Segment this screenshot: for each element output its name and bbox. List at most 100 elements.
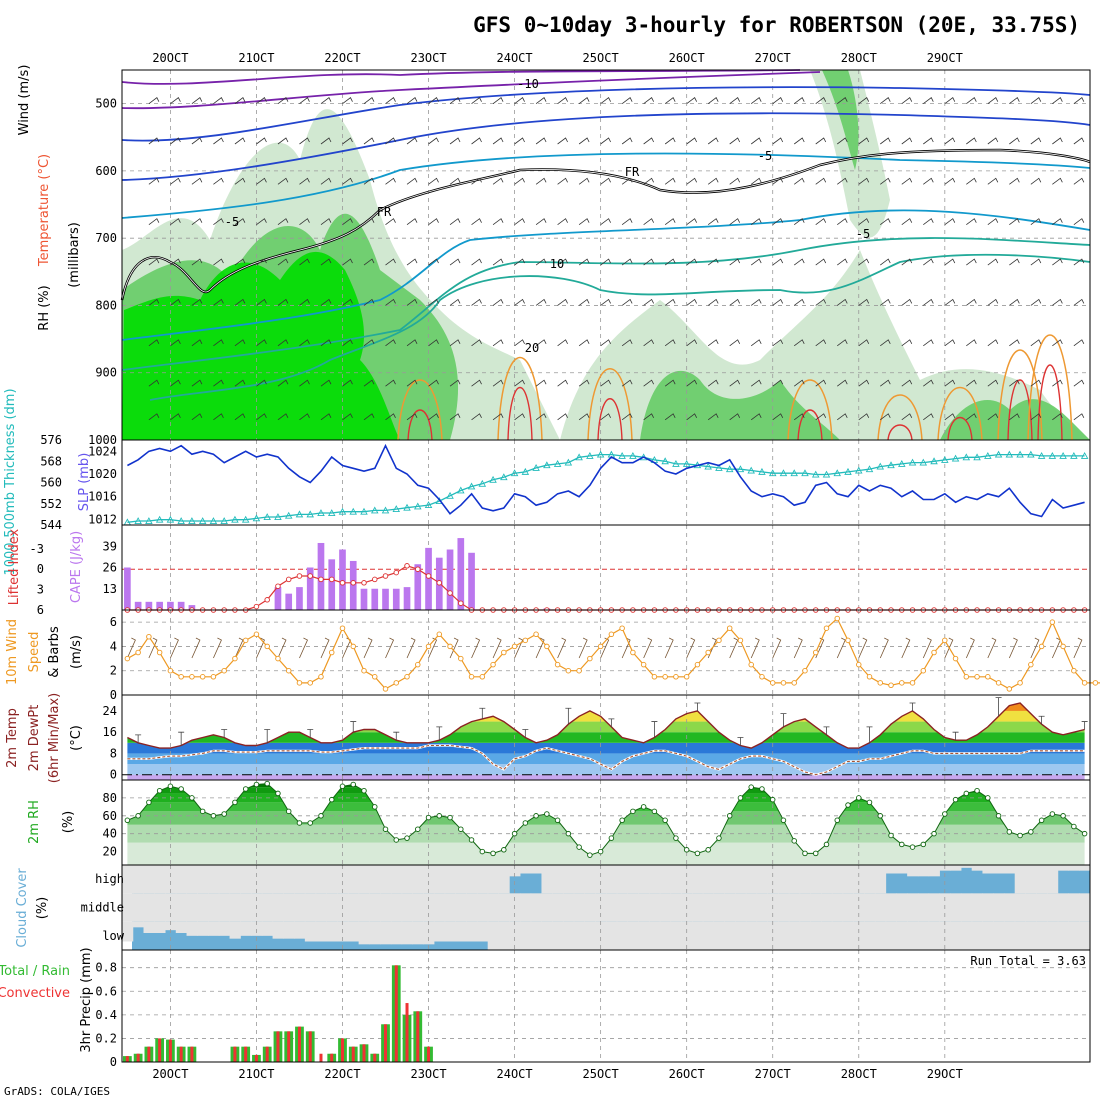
wind-barb [148,97,160,104]
wind-barb [621,177,633,185]
cloud-gap [337,865,349,894]
thickness-point [876,462,885,470]
wind-barb [987,298,999,306]
date-label-bottom: 28OCT [841,1067,877,1081]
cloud-gap [735,865,747,894]
y-tick-label: 576 [40,433,62,447]
wind-speed-point [372,674,378,680]
wind-barb-10m [148,637,158,659]
wind-barb-10m [1073,637,1083,659]
wind-barb-10m [643,637,653,659]
wind-barb [449,97,461,104]
wind-barb [557,339,568,347]
cloud-gap [692,921,704,950]
wind-barb [621,137,633,145]
wind-barb [191,177,203,185]
rh-point [1060,813,1066,819]
thickness-point [887,461,895,469]
wind-barb-10m [664,637,674,659]
temp-contour [121,152,1091,219]
wind-barb [664,413,676,421]
rh-point [490,850,496,857]
thickness-point [317,509,325,516]
wind-barb [923,413,934,421]
wind-barb [923,258,934,266]
precip-conv-bar [373,1053,377,1062]
wind-barb [148,298,160,306]
dewpt-line [127,744,1085,776]
cloud-gap [315,893,327,922]
cloud-gap [186,865,198,894]
wind-barb [535,177,547,185]
wind-barb [170,379,181,387]
cloud-gap [412,921,424,945]
thickness-point [209,517,218,524]
y-tick-label: 0.8 [95,961,117,975]
wind-barb [837,339,848,347]
y-tick-label: 20 [103,845,117,859]
wind-barb [837,177,848,185]
wind-barb [578,298,590,306]
y-tick-label: 0.4 [95,1008,117,1022]
wind-barb [923,339,934,347]
wind-barb [170,413,181,421]
wind-barb [1009,137,1020,145]
y-tick-label: 552 [40,497,62,511]
wind-barb [880,298,891,306]
cloud-gap [197,893,209,922]
wind10m-panel: 0 2 4 6 10m Wind Speed & Barbs (m/s) [5,610,1100,702]
cloud-gap [122,921,134,942]
wind-barb [535,413,547,421]
wind-barb [578,339,590,347]
thickness-point [467,482,476,490]
thickness-point [532,463,540,471]
wind-barb [707,97,719,104]
precip-conv-bar [168,1039,172,1062]
thickness-point [521,467,530,475]
temp-contour [121,237,1091,371]
wind-barb [815,137,827,145]
cape-bar [306,567,314,610]
cloud-gap [401,921,413,945]
rh-point [296,820,303,826]
cloud-gap [939,921,951,950]
wind-barb [406,413,418,421]
contour-label: -5 [758,149,772,163]
wind-barb [664,379,676,387]
thickness-point [1048,451,1057,459]
wind-barb [385,137,396,145]
cape-bar [468,552,475,610]
wind-barb [664,97,676,104]
thickness-point [252,514,261,522]
wind-barb [449,258,461,266]
wind-speed-point [1071,667,1077,674]
wind-speed-point [264,643,270,650]
wind-barb [987,258,999,266]
wind-speed-point [350,643,356,650]
wind-barb [492,177,504,185]
wind-barb [363,97,375,104]
cloud-gap [681,921,693,950]
rh-point [361,787,367,794]
wind-barb [707,258,719,266]
cloud-gap [175,893,188,922]
wind-speed-point [920,667,927,674]
cloud-gap [369,921,381,945]
cloud-gap [519,865,532,874]
precip-panel: Run Total = 3.63 0 0.2 0.4 0.6 0.8 Total / Rai… [0,947,1090,1069]
cloud-gap [509,921,521,950]
wind-barb-10m [729,637,739,659]
wind-barb [363,339,375,347]
wind-barb [385,177,396,185]
wind-barb [342,258,353,266]
wind-barb [880,379,891,387]
wind-barb [1073,379,1085,387]
wind-barb [557,97,568,104]
cloud-gap [821,865,833,894]
wind-barb [707,379,719,387]
rh-point [683,847,690,853]
axis-labels: 20OCT 20OCT 21OCT 21OCT 22OCT 22OCT 23OCT 23OCT… [152,51,963,1081]
y-tick-label: 24 [103,704,117,718]
cape-bar [167,601,174,610]
wind-speed-point [587,655,593,662]
